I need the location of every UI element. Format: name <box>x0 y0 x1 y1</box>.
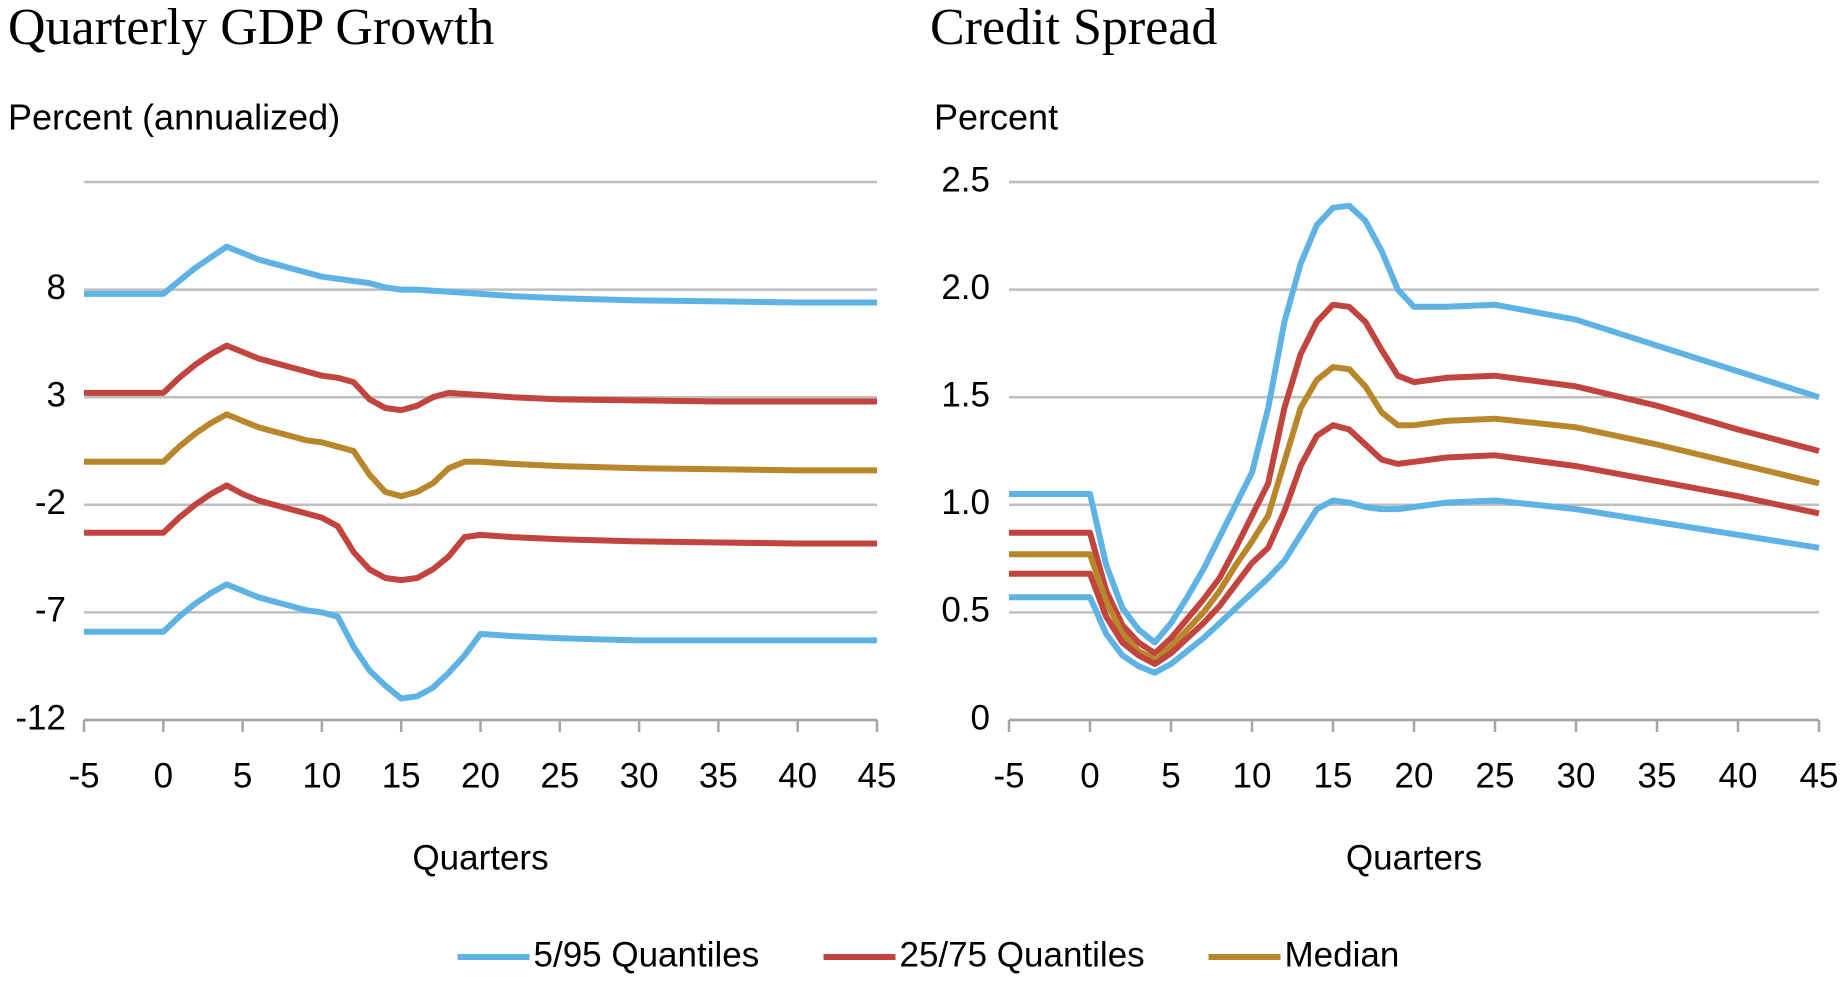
series-line <box>1009 301 1820 657</box>
x-tick-label: 30 <box>620 756 659 795</box>
series-line <box>1009 497 1820 676</box>
x-tick-label: 45 <box>858 756 897 795</box>
x-tick-label: -5 <box>993 756 1024 795</box>
legend-label: 5/95 Quantiles <box>534 935 760 974</box>
x-tick-label: 25 <box>540 756 579 795</box>
x-tick-label: 40 <box>778 756 817 795</box>
x-axis-label: Quarters <box>1346 838 1482 877</box>
x-tick-label: 10 <box>302 756 341 795</box>
legend-label: Median <box>1285 935 1400 974</box>
legend-label: 25/75 Quantiles <box>900 935 1145 974</box>
y-tick-label: 2.5 <box>941 160 990 199</box>
series-line <box>84 581 877 702</box>
x-tick-label: -5 <box>68 756 99 795</box>
y-tick-label: 8 <box>47 268 66 307</box>
y-axis-label: Percent <box>934 97 1058 138</box>
y-tick-label: -12 <box>15 698 66 737</box>
series-line <box>1009 202 1820 646</box>
chart-title: Quarterly GDP Growth <box>8 0 494 56</box>
y-tick-label: 0.5 <box>941 591 990 630</box>
y-tick-label: 1.0 <box>941 483 990 522</box>
y-tick-label: -2 <box>35 483 66 522</box>
x-tick-label: 20 <box>461 756 500 795</box>
x-tick-label: 45 <box>1800 756 1839 795</box>
y-tick-label: 0 <box>971 698 990 737</box>
series-line <box>84 482 877 584</box>
y-tick-label: 1.5 <box>941 375 990 414</box>
x-tick-label: 0 <box>154 756 173 795</box>
x-tick-label: 15 <box>382 756 421 795</box>
x-tick-label: 15 <box>1314 756 1353 795</box>
series-line <box>1009 364 1820 663</box>
x-tick-label: 25 <box>1476 756 1515 795</box>
x-tick-label: 10 <box>1233 756 1272 795</box>
x-tick-label: 30 <box>1557 756 1596 795</box>
series-line <box>84 411 877 500</box>
x-tick-label: 5 <box>233 756 252 795</box>
series-line <box>1009 422 1820 667</box>
y-tick-label: -7 <box>35 591 66 630</box>
series-line <box>84 243 877 306</box>
x-axis-label: Quarters <box>412 838 548 877</box>
y-axis-label: Percent (annualized) <box>8 97 340 138</box>
series-line <box>84 342 877 414</box>
x-tick-label: 35 <box>1638 756 1677 795</box>
x-tick-label: 20 <box>1395 756 1434 795</box>
x-tick-label: 40 <box>1719 756 1758 795</box>
chart-title: Credit Spread <box>930 0 1217 56</box>
x-tick-label: 0 <box>1080 756 1099 795</box>
x-tick-label: 35 <box>699 756 738 795</box>
x-tick-label: 5 <box>1161 756 1180 795</box>
y-tick-label: 2.0 <box>941 268 990 307</box>
y-tick-label: 3 <box>47 375 66 414</box>
